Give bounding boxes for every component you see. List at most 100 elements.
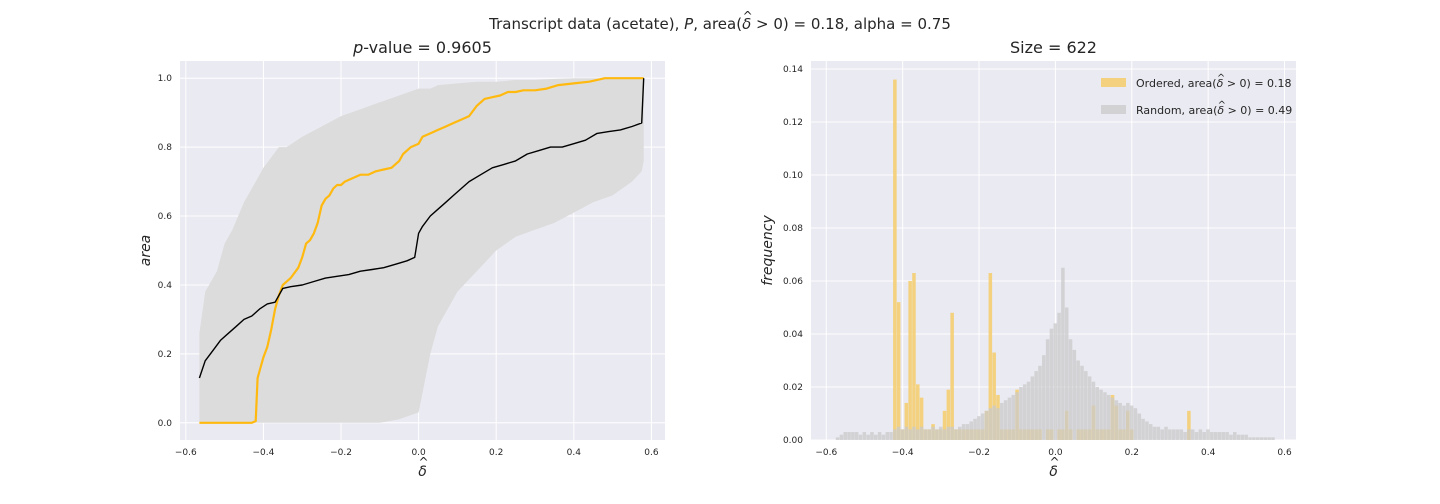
- right-plot-title: Size = 622: [1010, 38, 1097, 57]
- random-hist-bar: [1213, 432, 1218, 440]
- x-tick-label: 0.0: [1048, 448, 1063, 458]
- random-hist-bar: [1057, 312, 1061, 440]
- random-hist-bar: [1179, 429, 1184, 440]
- random-hist-bar: [1122, 405, 1126, 440]
- random-hist-bar: [1145, 421, 1149, 440]
- random-hist-bar: [1038, 365, 1042, 440]
- random-hist-bar: [1084, 371, 1088, 440]
- random-hist-bar: [1252, 437, 1256, 440]
- random-hist-bar: [1118, 402, 1122, 440]
- legend-swatch: [1101, 105, 1126, 114]
- random-hist-bar: [1259, 437, 1264, 440]
- random-hist-bar: [1087, 376, 1092, 440]
- random-hist-bar: [1061, 267, 1065, 440]
- ordered-hist-bar: [1187, 410, 1191, 440]
- random-hist-bar: [965, 424, 970, 440]
- y-axis-label: area: [138, 235, 154, 267]
- random-hist-bar: [1080, 365, 1084, 440]
- x-tick-label: −0.2: [968, 448, 990, 458]
- random-hist-bar: [835, 437, 840, 440]
- random-hist-bar: [1034, 371, 1038, 440]
- random-hist-bar: [1114, 400, 1119, 440]
- legend-delta: δ: [1217, 77, 1224, 90]
- random-hist-bar: [992, 405, 996, 440]
- ordered-hist-bar: [912, 273, 916, 440]
- random-hist-bar: [1053, 323, 1058, 440]
- random-hist-bar: [1171, 429, 1176, 440]
- random-hist-bar: [900, 429, 905, 440]
- y-tick-label: 0.8: [158, 143, 173, 153]
- random-hist-bar: [916, 429, 920, 440]
- random-hist-bar: [984, 410, 989, 440]
- random-hist-bar: [1187, 429, 1191, 440]
- x-tick-label: 0.6: [1277, 448, 1292, 458]
- random-hist-bar: [1110, 397, 1115, 440]
- random-hist-bar: [946, 426, 951, 440]
- random-hist-bar: [1198, 429, 1203, 440]
- random-hist-bar: [866, 434, 870, 440]
- y-tick-label: 0.4: [158, 281, 173, 291]
- ordered-hist-bar: [919, 397, 924, 440]
- random-hist-bar: [1000, 402, 1004, 440]
- suptitle-delta-hat: δ: [742, 15, 751, 33]
- x-tick-label: 0.4: [1201, 448, 1216, 458]
- random-hist-bar: [1064, 307, 1069, 440]
- random-hist-bar: [1175, 429, 1180, 440]
- random-area-line: [198, 78, 645, 379]
- random-hist-bar: [908, 429, 912, 440]
- ordered-hist-bar: [908, 280, 912, 440]
- random-hist-bar: [1156, 426, 1161, 440]
- random-hist-bar: [1232, 432, 1237, 440]
- random-hist-bar: [1164, 426, 1168, 440]
- random-hist-bar: [847, 432, 851, 440]
- random-hist-bar: [1190, 429, 1195, 440]
- legend-text-post: > 0) = 0.18: [1223, 77, 1291, 90]
- legend-swatch: [1101, 78, 1126, 87]
- random-hist-bar: [1160, 429, 1164, 440]
- x-tick-label: 0.4: [567, 448, 582, 458]
- random-hist-bar: [877, 432, 882, 440]
- random-hist-bar: [1225, 432, 1229, 440]
- random-hist-bar: [919, 426, 924, 440]
- random-hist-bar: [862, 432, 867, 440]
- random-hist-bar: [931, 426, 935, 440]
- random-hist-bar: [969, 421, 973, 440]
- x-tick-label: 0.2: [1125, 448, 1139, 458]
- random-hist-bar: [942, 429, 947, 440]
- random-hist-bar: [1126, 402, 1130, 440]
- random-hist-bar: [1022, 384, 1027, 440]
- random-hist-bar: [1229, 434, 1233, 440]
- frequency-histogram: −0.6 −0.4 −0.2 0.0 0.2 0.4 0.6 0.00 0.02 0.04 0.06…: [760, 38, 1296, 480]
- x-tick-label: −0.4: [892, 448, 914, 458]
- random-hist-bar: [1137, 413, 1142, 440]
- random-hist-bar: [1194, 432, 1199, 440]
- x-tick-label: −0.6: [815, 448, 837, 458]
- random-hist-bar: [1148, 424, 1153, 440]
- random-hist-bar: [904, 426, 909, 440]
- random-hist-bar: [1206, 429, 1210, 440]
- random-hist-bar: [1026, 381, 1031, 440]
- random-hist-bar: [1152, 426, 1157, 440]
- area-curve-chart: −0.6 −0.4 −0.2 0.0 0.2 0.4 0.6 0.0 0.2 0.4 0.6 0.8 1…: [138, 38, 665, 480]
- x-axis-label-hat: ^: [1049, 455, 1059, 469]
- x-axis-label-hat: ^: [418, 455, 428, 469]
- random-hist-bar: [1248, 437, 1252, 440]
- random-hist-bar: [1240, 434, 1245, 440]
- random-hist-bar: [1015, 392, 1019, 440]
- suptitle-part-1: Transcript data (acetate),: [488, 15, 684, 33]
- random-hist-bar: [1072, 349, 1077, 440]
- random-hist-bar: [1271, 437, 1275, 440]
- random-hist-bar: [958, 426, 962, 440]
- random-hist-bar: [1099, 389, 1103, 440]
- random-hist-bar: [870, 432, 874, 440]
- random-hist-bar: [927, 429, 931, 440]
- y-tick-label: 0.2: [158, 350, 172, 360]
- x-tick-label: −0.2: [330, 448, 352, 458]
- suptitle-part-2: , area(: [693, 15, 742, 33]
- random-hist-bar: [881, 434, 886, 440]
- legend-entry: Ordered, area(δ > 0) = 0.18: [1136, 77, 1292, 90]
- ordered-hist-bar: [988, 273, 993, 440]
- random-hist-bar: [1183, 432, 1187, 440]
- y-tick-label: 0.6: [158, 212, 173, 222]
